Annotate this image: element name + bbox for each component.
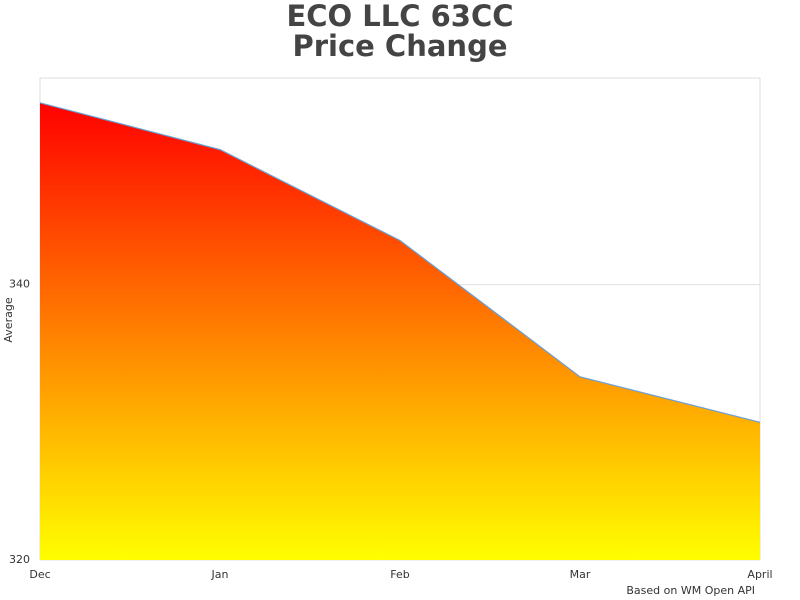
y-tick-label: 320 bbox=[9, 553, 30, 566]
credit: Based on WM Open API bbox=[626, 584, 755, 597]
chart-title: Price Change bbox=[292, 29, 507, 63]
x-tick-label: Dec bbox=[29, 568, 50, 581]
area-line bbox=[39, 102, 761, 423]
x-tick-label: April bbox=[747, 568, 772, 581]
area-fill bbox=[40, 102, 760, 560]
x-tick-label: Jan bbox=[211, 568, 229, 581]
y-tick-label: 340 bbox=[9, 278, 30, 291]
x-tick-label: Mar bbox=[570, 568, 591, 581]
chart-title: ECO LLC 63CC bbox=[286, 0, 513, 33]
x-tick-label: Feb bbox=[390, 568, 409, 581]
y-axis-label: Average bbox=[2, 297, 15, 342]
